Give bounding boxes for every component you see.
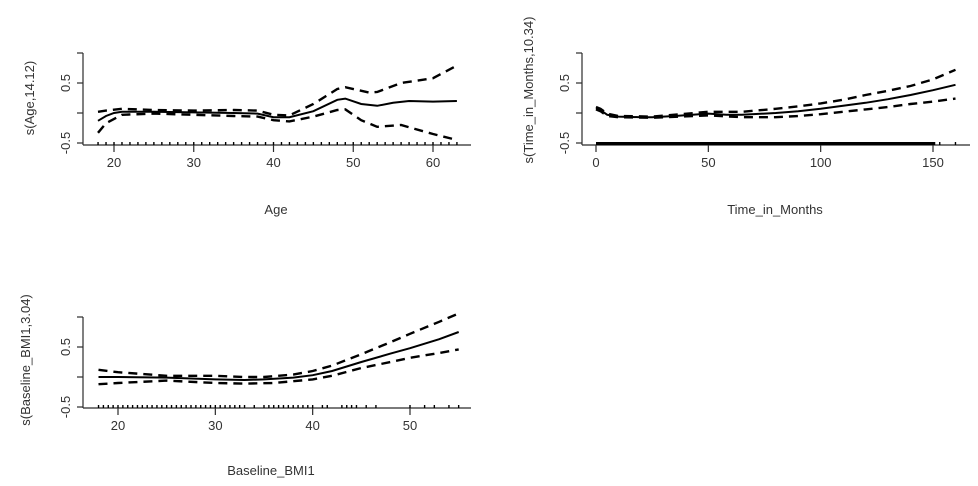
x-tick-label: 60 [426, 155, 440, 170]
y-tick-label: 0.5 [58, 338, 73, 356]
smooth-fit-line [595, 83, 956, 119]
lower-ci-line [97, 108, 458, 142]
x-axis-title: Time_in_Months [727, 202, 823, 217]
upper-ci-line [98, 312, 460, 379]
y-tick-label: 0.5 [557, 74, 572, 92]
x-tick-label: 0 [592, 155, 599, 170]
y-tick-label: -0.5 [58, 132, 73, 154]
smooth-fit-line [98, 331, 460, 382]
y-axis-title: s(Time_in_Months,10.34) [521, 17, 536, 164]
x-tick-label: 30 [208, 418, 222, 433]
x-tick-label: 50 [701, 155, 715, 170]
x-tick-label: 150 [922, 155, 944, 170]
upper-ci-line [97, 64, 458, 117]
x-axis-title: Age [264, 202, 287, 217]
x-tick-label: 100 [810, 155, 832, 170]
x-tick-label: 40 [266, 155, 280, 170]
x-axis-title: Baseline_BMI1 [227, 463, 314, 478]
panel-time-in-months: s(Time_in_Months,10.34) Time_in_Months -… [521, 17, 970, 217]
lower-ci-line [98, 348, 459, 386]
x-tick-label: 30 [187, 155, 201, 170]
panel-age: s(Age,14.12) Age -0.5 0.5 20 30 40 50 60 [22, 52, 471, 217]
x-tick-label: 50 [403, 418, 417, 433]
x-tick-label: 40 [305, 418, 319, 433]
panel-baseline-bmi1: s(Baseline_BMI1,3.04) Baseline_BMI1 -0.5… [18, 294, 471, 478]
y-tick-label: -0.5 [557, 132, 572, 154]
y-axis-title: s(Baseline_BMI1,3.04) [18, 294, 33, 426]
smooth-fit-line [97, 97, 457, 122]
x-tick-label: 50 [346, 155, 360, 170]
y-axis-title: s(Age,14.12) [22, 61, 37, 135]
rug-mark [596, 142, 936, 145]
x-tick-label: 20 [107, 155, 121, 170]
x-tick-label: 20 [111, 418, 125, 433]
lower-ci-line [595, 97, 956, 120]
upper-ci-line [595, 68, 956, 118]
y-tick-label: 0.5 [58, 74, 73, 92]
y-tick-label: -0.5 [58, 396, 73, 418]
